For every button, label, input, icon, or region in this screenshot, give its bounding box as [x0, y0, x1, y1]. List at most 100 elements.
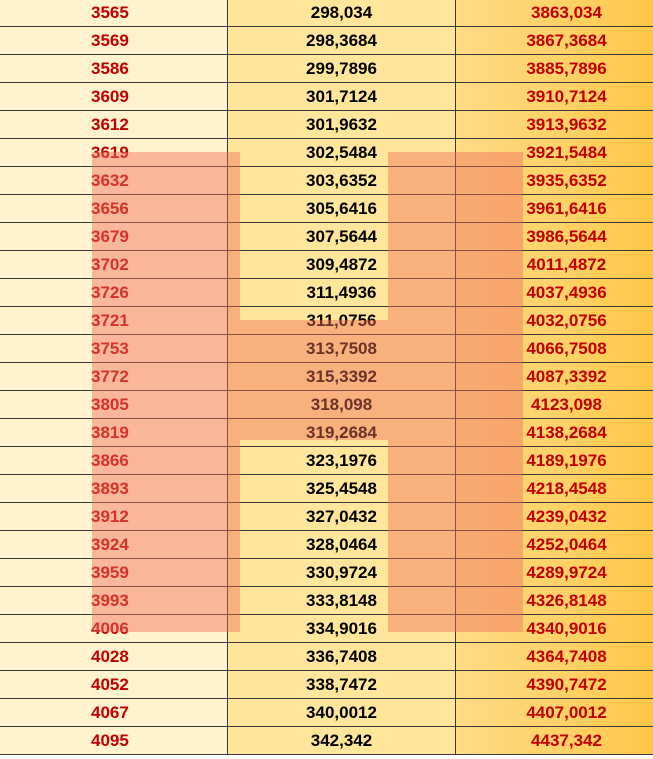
cell-col-a[interactable]: 4028	[0, 643, 228, 671]
cell-col-b[interactable]: 325,4548	[228, 475, 456, 503]
cell-col-b[interactable]: 327,0432	[228, 503, 456, 531]
cell-col-b[interactable]: 299,7896	[228, 55, 456, 83]
cell-col-c[interactable]: 4390,7472	[456, 671, 653, 699]
cell-col-c[interactable]: 4032,0756	[456, 307, 653, 335]
cell-col-a[interactable]: 4095	[0, 727, 228, 755]
cell-col-a[interactable]: 3569	[0, 27, 228, 55]
cell-col-a[interactable]: 4067	[0, 699, 228, 727]
cell-col-c[interactable]: 4066,7508	[456, 335, 653, 363]
cell-col-a[interactable]: 3586	[0, 55, 228, 83]
cell-col-a[interactable]: 3753	[0, 335, 228, 363]
cell-col-b[interactable]: 340,0012	[228, 699, 456, 727]
cell-col-b[interactable]: 315,3392	[228, 363, 456, 391]
cell-value-a: 3819	[91, 423, 129, 442]
cell-value-a: 3912	[91, 507, 129, 526]
cell-col-c[interactable]: 4437,342	[456, 727, 653, 755]
table-row: 3609 301,7124 3910,7124	[0, 83, 653, 111]
cell-col-b[interactable]: 330,9724	[228, 559, 456, 587]
cell-col-a[interactable]: 3656	[0, 195, 228, 223]
cell-value-b: 311,4936	[306, 283, 377, 302]
cell-col-b[interactable]: 298,034	[228, 0, 456, 27]
cell-value-a: 3959	[91, 563, 129, 582]
cell-col-a[interactable]: 3609	[0, 83, 228, 111]
cell-col-a[interactable]: 3679	[0, 223, 228, 251]
cell-col-a[interactable]: 3772	[0, 363, 228, 391]
cell-col-c[interactable]: 3961,6416	[456, 195, 653, 223]
cell-col-b[interactable]: 328,0464	[228, 531, 456, 559]
cell-col-c[interactable]: 4011,4872	[456, 251, 653, 279]
cell-col-a[interactable]: 3702	[0, 251, 228, 279]
cell-value-a: 3893	[91, 479, 129, 498]
cell-value-a: 3565	[91, 3, 129, 22]
cell-col-b[interactable]: 311,4936	[228, 279, 456, 307]
cell-col-c[interactable]: 4037,4936	[456, 279, 653, 307]
cell-col-c[interactable]: 3935,6352	[456, 167, 653, 195]
cell-col-c[interactable]: 4289,9724	[456, 559, 653, 587]
table-row: 4052 338,7472 4390,7472	[0, 671, 653, 699]
cell-col-c[interactable]: 4189,1976	[456, 447, 653, 475]
cell-col-a[interactable]: 3726	[0, 279, 228, 307]
cell-col-c[interactable]: 4407,0012	[456, 699, 653, 727]
cell-col-a[interactable]: 3612	[0, 111, 228, 139]
cell-value-a: 3993	[91, 591, 129, 610]
cell-col-a[interactable]: 4006	[0, 615, 228, 643]
cell-col-a[interactable]: 3912	[0, 503, 228, 531]
cell-col-a[interactable]: 3565	[0, 0, 228, 27]
cell-col-b[interactable]: 302,5484	[228, 139, 456, 167]
cell-col-c[interactable]: 4239,0432	[456, 503, 653, 531]
cell-col-c[interactable]: 3867,3684	[456, 27, 653, 55]
cell-col-c[interactable]: 3921,5484	[456, 139, 653, 167]
cell-col-b[interactable]: 305,6416	[228, 195, 456, 223]
cell-col-a[interactable]: 3993	[0, 587, 228, 615]
cell-col-c[interactable]: 4252,0464	[456, 531, 653, 559]
cell-col-b[interactable]: 323,1976	[228, 447, 456, 475]
cell-value-a: 3866	[91, 451, 129, 470]
cell-col-c[interactable]: 4087,3392	[456, 363, 653, 391]
cell-col-b[interactable]: 307,5644	[228, 223, 456, 251]
cell-col-b[interactable]: 311,0756	[228, 307, 456, 335]
cell-col-c[interactable]: 3986,5644	[456, 223, 653, 251]
table-row: 3805 318,098 4123,098	[0, 391, 653, 419]
cell-col-b[interactable]: 298,3684	[228, 27, 456, 55]
cell-col-a[interactable]: 3619	[0, 139, 228, 167]
cell-value-a: 4052	[91, 675, 129, 694]
cell-value-b: 311,0756	[306, 311, 377, 330]
cell-col-c[interactable]: 3913,9632	[456, 111, 653, 139]
cell-col-b[interactable]: 333,8148	[228, 587, 456, 615]
cell-col-c[interactable]: 4138,2684	[456, 419, 653, 447]
cell-col-b[interactable]: 301,9632	[228, 111, 456, 139]
cell-value-c: 3961,6416	[526, 199, 607, 218]
cell-col-c[interactable]: 3910,7124	[456, 83, 653, 111]
cell-col-a[interactable]: 3959	[0, 559, 228, 587]
cell-col-c[interactable]: 4364,7408	[456, 643, 653, 671]
cell-col-a[interactable]: 3805	[0, 391, 228, 419]
cell-col-b[interactable]: 309,4872	[228, 251, 456, 279]
cell-col-b[interactable]: 319,2684	[228, 419, 456, 447]
cell-col-a[interactable]: 3924	[0, 531, 228, 559]
cell-col-a[interactable]: 3893	[0, 475, 228, 503]
cell-col-b[interactable]: 303,6352	[228, 167, 456, 195]
cell-col-b[interactable]: 301,7124	[228, 83, 456, 111]
cell-value-a: 3609	[91, 87, 129, 106]
cell-col-c[interactable]: 4326,8148	[456, 587, 653, 615]
cell-col-b[interactable]: 338,7472	[228, 671, 456, 699]
cell-col-b[interactable]: 342,342	[228, 727, 456, 755]
cell-value-b: 298,034	[310, 3, 373, 22]
cell-col-a[interactable]: 3632	[0, 167, 228, 195]
cell-col-a[interactable]: 4052	[0, 671, 228, 699]
cell-col-b[interactable]: 313,7508	[228, 335, 456, 363]
cell-value-c: 4037,4936	[526, 283, 607, 302]
cell-value-b: 313,7508	[306, 339, 377, 358]
cell-col-b[interactable]: 336,7408	[228, 643, 456, 671]
cell-col-b[interactable]: 334,9016	[228, 615, 456, 643]
cell-col-b[interactable]: 318,098	[228, 391, 456, 419]
cell-col-a[interactable]: 3819	[0, 419, 228, 447]
cell-col-c[interactable]: 3863,034	[456, 0, 653, 27]
cell-col-c[interactable]: 4340,9016	[456, 615, 653, 643]
cell-col-c[interactable]: 3885,7896	[456, 55, 653, 83]
cell-col-a[interactable]: 3721	[0, 307, 228, 335]
cell-col-c[interactable]: 4123,098	[456, 391, 653, 419]
cell-value-a: 3656	[91, 199, 129, 218]
cell-col-a[interactable]: 3866	[0, 447, 228, 475]
cell-col-c[interactable]: 4218,4548	[456, 475, 653, 503]
